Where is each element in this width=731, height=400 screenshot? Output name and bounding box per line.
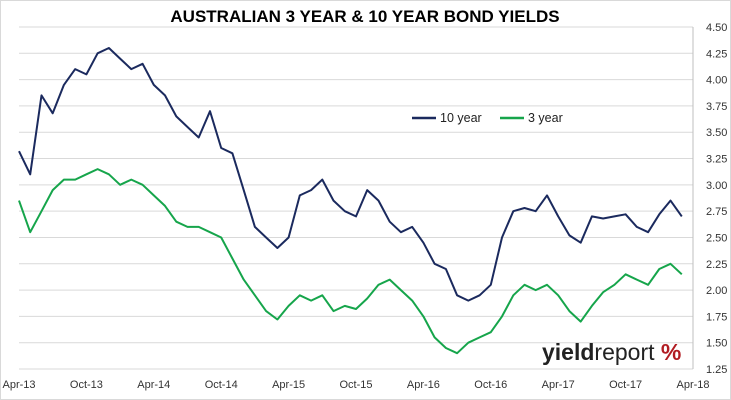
y-tick-label: 1.25 (706, 364, 727, 376)
y-tick-label: 2.25 (706, 259, 727, 271)
legend-label-10-year: 10 year (440, 111, 482, 125)
x-axis-ticks: Apr-13 Oct-13 Apr-14 Oct-14 Apr-15 Oct-15 Apr-… (2, 379, 709, 391)
x-tick-label: Apr-15 (272, 379, 305, 391)
series-line-3-year (18, 168, 683, 355)
x-tick-label: Apr-17 (542, 379, 575, 391)
y-tick-label: 2.50 (706, 232, 727, 244)
x-tick-label: Apr-18 (676, 379, 709, 391)
y-axis-ticks: 1.25 1.50 1.75 2.00 2.25 2.50 2.75 3.00 3.25 3.50… (706, 22, 727, 376)
legend: 10 year 3 year (412, 111, 563, 125)
series-lines (18, 47, 683, 355)
y-tick-label: 1.50 (706, 338, 727, 350)
y-tick-label: 2.00 (706, 285, 727, 297)
y-tick-label: 3.25 (706, 154, 727, 166)
chart-title: AUSTRALIAN 3 YEAR & 10 YEAR BOND YIELDS (170, 7, 559, 26)
x-tick-label: Oct-16 (474, 379, 507, 391)
x-tick-label: Apr-14 (137, 379, 170, 391)
x-tick-label: Oct-15 (339, 379, 372, 391)
y-tick-label: 2.75 (706, 206, 727, 218)
y-tick-label: 4.50 (706, 22, 727, 34)
y-tick-label: 3.75 (706, 101, 727, 113)
y-tick-label: 3.00 (706, 180, 727, 192)
y-tick-label: 1.75 (706, 311, 727, 323)
yieldreport-logo: yieldreport % (542, 339, 681, 365)
x-tick-label: Oct-17 (609, 379, 642, 391)
x-tick-label: Oct-13 (70, 379, 103, 391)
x-tick-label: Apr-16 (407, 379, 440, 391)
x-tick-label: Oct-14 (205, 379, 238, 391)
legend-label-3-year: 3 year (528, 111, 563, 125)
y-tick-label: 3.50 (706, 127, 727, 139)
logo-text: yieldreport % (542, 339, 681, 365)
x-tick-label: Apr-13 (2, 379, 35, 391)
y-tick-label: 4.25 (706, 48, 727, 60)
series-line-10-year (18, 47, 683, 302)
grid-lines (19, 26, 694, 370)
y-tick-label: 4.00 (706, 75, 727, 87)
